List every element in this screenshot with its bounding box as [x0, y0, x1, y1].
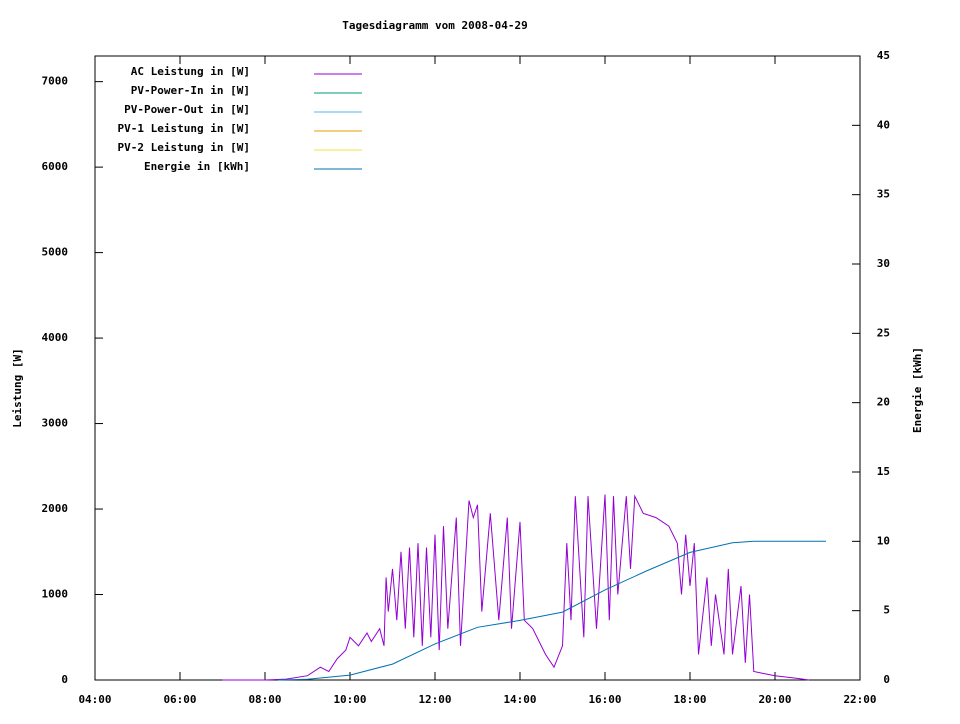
legend-label: PV-1 Leistung in [W] [118, 122, 250, 135]
y-axis-label: Leistung [W] [11, 348, 24, 427]
y-tick-label: 0 [61, 673, 68, 686]
x-tick-label: 22:00 [843, 693, 876, 706]
legend-label: PV-Power-Out in [W] [124, 103, 250, 116]
y-tick-label: 3000 [42, 417, 69, 430]
x-tick-label: 16:00 [588, 693, 621, 706]
legend-label: AC Leistung in [W] [131, 65, 250, 78]
y2-tick-label: 15 [877, 465, 890, 478]
x-tick-label: 14:00 [503, 693, 536, 706]
y2-tick-label: 5 [883, 604, 890, 617]
y-tick-label: 6000 [42, 160, 69, 173]
x-tick-label: 12:00 [418, 693, 451, 706]
series-line [277, 540, 826, 681]
x-tick-label: 08:00 [248, 693, 281, 706]
y2-tick-label: 25 [877, 326, 890, 339]
legend-label: PV-2 Leistung in [W] [118, 141, 250, 154]
y-tick-label: 7000 [42, 75, 69, 88]
chart-title: Tagesdiagramm vom 2008-04-29 [342, 19, 527, 32]
y-tick-label: 1000 [42, 588, 69, 601]
y2-tick-label: 0 [883, 673, 890, 686]
y2-tick-label: 40 [877, 118, 890, 131]
x-tick-label: 10:00 [333, 693, 366, 706]
x-tick-label: 06:00 [163, 693, 196, 706]
legend-label: PV-Power-In in [W] [131, 84, 250, 97]
y2-tick-label: 30 [877, 257, 890, 270]
y-tick-label: 2000 [42, 502, 69, 515]
plot-frame [94, 55, 861, 681]
y-tick-label: 5000 [42, 246, 69, 259]
y2-tick-label: 20 [877, 396, 890, 409]
legend-label: Energie in [kWh] [144, 160, 250, 173]
x-tick-label: 20:00 [758, 693, 791, 706]
y2-tick-label: 35 [877, 188, 890, 201]
y2-tick-label: 45 [877, 49, 890, 62]
y2-axis-label: Energie [kWh] [911, 347, 924, 433]
y2-tick-label: 10 [877, 534, 890, 547]
x-tick-label: 04:00 [78, 693, 111, 706]
y-tick-label: 4000 [42, 331, 69, 344]
series-line [222, 494, 810, 681]
x-tick-label: 18:00 [673, 693, 706, 706]
